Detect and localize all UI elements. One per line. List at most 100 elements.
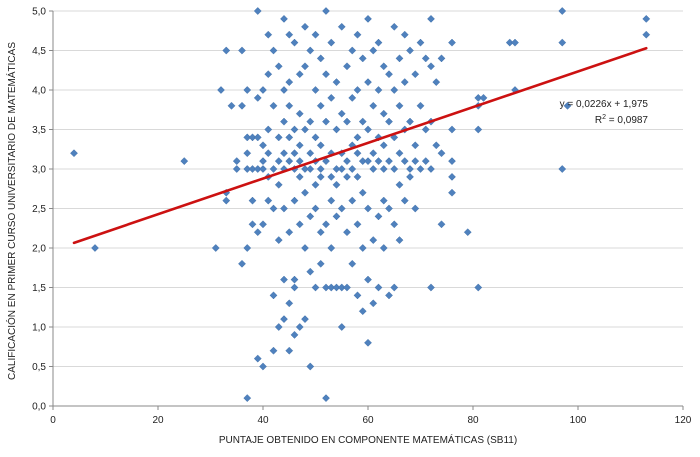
data-point	[463, 228, 472, 237]
data-point	[511, 38, 519, 47]
data-point	[385, 157, 393, 165]
y-tick-label: 2,5	[32, 204, 46, 215]
data-point	[400, 30, 409, 39]
data-point	[385, 291, 393, 300]
data-point	[222, 196, 231, 205]
y-tick-label: 4,0	[32, 86, 46, 97]
data-point	[243, 244, 252, 252]
data-point	[306, 149, 315, 158]
y-tick-labels: 0,0 0,5 1,0 1,5 2,0 2,5 3,0 3,5 4,0 4,5 5,0	[32, 7, 46, 413]
data-point	[385, 204, 393, 213]
data-point	[379, 165, 388, 173]
data-point	[280, 204, 288, 213]
y-tick-label: 5,0	[32, 7, 46, 18]
data-point	[285, 78, 294, 86]
x-tick-label: 60	[362, 415, 374, 426]
data-point	[348, 259, 357, 268]
data-point	[406, 165, 414, 173]
data-point	[290, 275, 299, 284]
data-point	[327, 244, 336, 252]
data-point	[427, 165, 435, 173]
data-point	[379, 196, 388, 205]
data-point	[243, 394, 252, 402]
data-point	[642, 30, 651, 39]
data-point	[274, 323, 283, 331]
data-point	[322, 7, 330, 15]
data-point	[248, 220, 257, 229]
data-point	[385, 70, 393, 79]
data-point	[369, 101, 378, 110]
data-point	[448, 188, 456, 197]
data-point	[248, 165, 257, 173]
y-tick-label: 2,0	[32, 244, 46, 255]
data-point	[253, 165, 262, 173]
trendline	[72, 46, 648, 245]
data-point	[269, 165, 278, 173]
data-point	[264, 196, 273, 205]
data-point	[91, 244, 99, 252]
x-tick-label: 100	[570, 415, 587, 426]
data-point	[395, 236, 404, 244]
data-point	[379, 62, 388, 71]
data-point	[322, 157, 330, 165]
data-point	[379, 141, 388, 150]
data-point	[427, 283, 435, 292]
data-point	[369, 236, 378, 244]
x-tick-label: 80	[467, 415, 479, 426]
data-point	[285, 346, 294, 355]
data-point	[322, 220, 330, 229]
data-point	[348, 46, 357, 55]
data-point	[180, 157, 189, 165]
data-point	[316, 165, 325, 173]
data-point	[316, 228, 325, 237]
data-point	[327, 38, 336, 47]
data-point	[327, 283, 336, 292]
data-point	[390, 283, 399, 292]
data-point	[285, 101, 294, 110]
data-point	[322, 117, 330, 126]
data-point	[248, 196, 257, 205]
x-tick-label: 120	[675, 415, 692, 426]
data-point	[274, 236, 283, 244]
data-point	[274, 157, 283, 165]
y-tick-label: 3,5	[32, 125, 46, 136]
data-point	[290, 196, 299, 205]
data-point	[406, 46, 414, 55]
data-point	[280, 86, 288, 94]
data-point	[390, 220, 399, 229]
data-point	[264, 125, 273, 134]
data-point	[400, 196, 409, 205]
data-point	[322, 394, 330, 402]
data-point	[280, 149, 288, 158]
data-point	[259, 86, 267, 94]
data-point	[243, 86, 252, 94]
data-point	[474, 283, 483, 292]
data-point	[369, 299, 378, 308]
data-point	[301, 125, 309, 134]
data-point	[353, 291, 362, 300]
data-point	[474, 125, 483, 134]
data-point	[259, 157, 267, 165]
data-point	[416, 38, 425, 47]
data-point	[364, 338, 372, 347]
data-point	[280, 15, 288, 23]
data-point	[259, 165, 267, 173]
data-point	[70, 149, 78, 158]
data-point	[343, 283, 351, 292]
data-point	[280, 117, 288, 126]
data-point	[448, 38, 456, 47]
data-point	[364, 125, 372, 134]
data-point	[238, 101, 246, 110]
data-point	[374, 38, 383, 47]
data-point	[211, 244, 220, 252]
data-point	[269, 46, 278, 55]
data-point	[301, 165, 309, 173]
data-point	[232, 165, 241, 173]
data-point	[285, 157, 294, 165]
data-point	[364, 157, 372, 165]
data-point	[505, 38, 514, 47]
data-point	[369, 165, 378, 173]
data-point	[316, 54, 325, 63]
y-tick-label: 0,0	[32, 402, 46, 413]
data-point	[327, 94, 336, 102]
